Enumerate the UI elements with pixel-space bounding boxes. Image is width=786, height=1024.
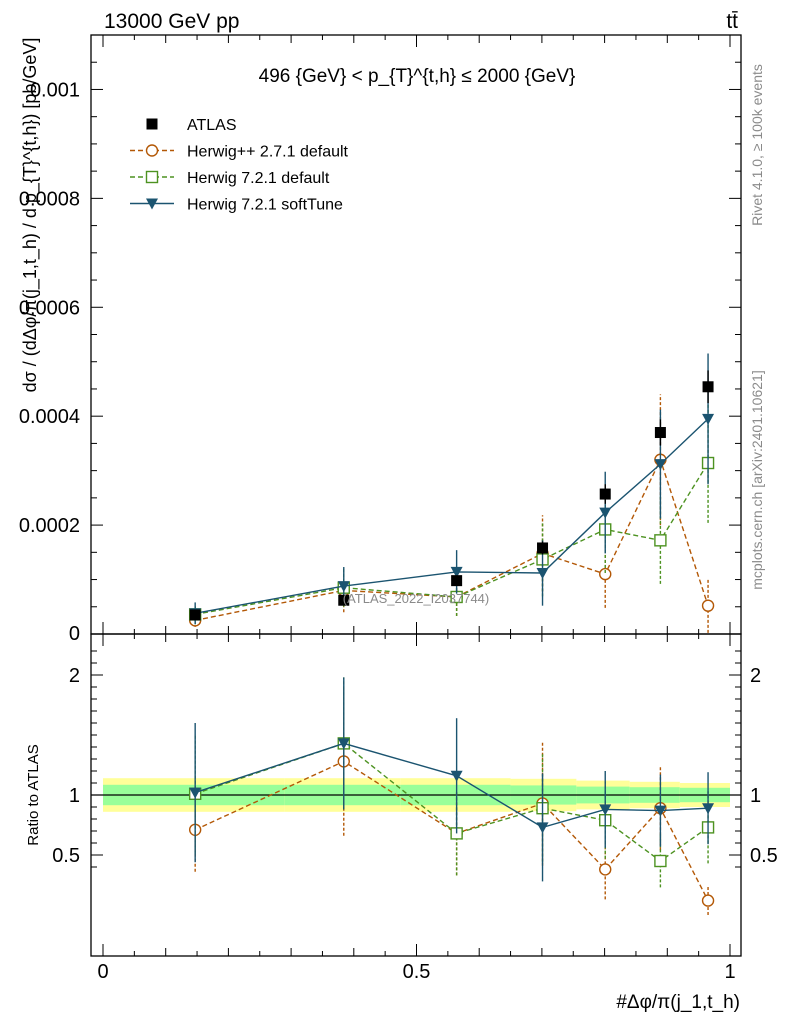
ratio-y-tick-label-right: 0.5 bbox=[750, 845, 778, 867]
ratio-plot-marks bbox=[188, 677, 715, 915]
mcplots-label: mcplots.cern.ch [arXiv:2401.10621] bbox=[749, 370, 765, 589]
y-tick-label: 0.0008 bbox=[19, 188, 80, 210]
ratio-point bbox=[536, 822, 549, 834]
x-axis-label: #Δφ/π(j_1,t_h) bbox=[616, 992, 740, 1013]
ratio-y-tick-label: 2 bbox=[69, 665, 80, 687]
x-tick-label: 0 bbox=[97, 961, 108, 983]
ratio-series-herwig-7-2-1-softtune bbox=[189, 677, 715, 882]
data-point bbox=[702, 381, 714, 393]
data-point bbox=[450, 566, 463, 578]
data-point bbox=[701, 599, 715, 612]
legend-entry: Herwig 7.2.1 default bbox=[130, 170, 330, 187]
data-point bbox=[654, 534, 667, 547]
data-point bbox=[599, 507, 612, 519]
data-point bbox=[702, 413, 715, 425]
data-point bbox=[536, 568, 549, 580]
ratio-point bbox=[654, 854, 667, 868]
data-point bbox=[337, 581, 350, 593]
ratio-point bbox=[701, 894, 715, 907]
main-plot-marks bbox=[188, 353, 715, 633]
legend-marker bbox=[145, 170, 159, 184]
y-tick-label: 0.0006 bbox=[19, 297, 80, 319]
legend-marker bbox=[145, 144, 159, 157]
legend-entry: Herwig++ 2.7.1 default bbox=[130, 144, 349, 161]
data-point bbox=[338, 594, 350, 606]
ratio-point bbox=[654, 805, 667, 817]
y-tick-label: 0.0004 bbox=[19, 406, 80, 428]
ratio-point bbox=[337, 738, 350, 750]
ratio-point bbox=[599, 804, 612, 816]
ratio-point bbox=[189, 787, 202, 799]
ratio-point bbox=[450, 770, 463, 782]
header-left: 13000 GeV pp bbox=[104, 10, 239, 33]
legend-label: Herwig 7.2.1 softTune bbox=[187, 197, 343, 214]
series-atlas bbox=[189, 370, 714, 621]
axis-ticks: 0 0.5 1 0 0.0002 0.0004 0.0006 0.0008 0.001 0.5 0.… bbox=[19, 34, 778, 983]
legend-entry: ATLAS bbox=[146, 117, 237, 134]
data-point bbox=[654, 459, 667, 471]
ratio-point bbox=[599, 863, 612, 876]
watermark: (ATLAS_2022_I2037744) bbox=[343, 591, 489, 606]
y-tick-label: 0.0002 bbox=[19, 515, 80, 537]
y-tick-label: 0.001 bbox=[30, 79, 80, 101]
legend-label: Herwig++ 2.7.1 default bbox=[187, 144, 349, 161]
header-right: tt̄ bbox=[726, 10, 738, 33]
data-point bbox=[599, 488, 611, 500]
ratio-point bbox=[702, 803, 715, 815]
x-tick-label: 0.5 bbox=[403, 961, 431, 983]
ratio-y-axis-label: Ratio to ATLAS bbox=[25, 744, 42, 845]
data-point bbox=[189, 609, 201, 621]
ratio-band bbox=[91, 778, 741, 812]
ratio-y-tick-label: 0.5 bbox=[52, 845, 80, 867]
data-point bbox=[599, 567, 612, 581]
legend: ATLAS Herwig++ 2.7.1 default Herwig 7.2.1 … bbox=[130, 117, 349, 214]
legend-entry: Herwig 7.2.1 softTune bbox=[130, 197, 343, 214]
ratio-y-tick-label-right: 2 bbox=[750, 665, 761, 687]
ratio-y-tick-label-right: 1 bbox=[750, 785, 761, 807]
data-point bbox=[537, 542, 549, 554]
legend-label: ATLAS bbox=[187, 117, 237, 134]
ratio-y-tick-label: 1 bbox=[69, 785, 80, 807]
data-point bbox=[451, 575, 463, 587]
legend-marker bbox=[146, 118, 158, 130]
y-axis-label: dσ / (dΔφ/π(j_1,t_h) / d p_{T}^{t,h}) [p… bbox=[20, 38, 41, 393]
chart-title: 496 {GeV} < p_{T}^{t,h} ≤ 2000 {GeV} bbox=[259, 66, 576, 87]
legend-label: Herwig 7.2.1 default bbox=[187, 170, 330, 187]
rivet-label: Rivet 4.1.0, ≥ 100k events bbox=[749, 64, 765, 226]
data-point bbox=[654, 427, 666, 439]
y-tick-label: 0 bbox=[69, 623, 80, 645]
x-tick-label: 1 bbox=[724, 961, 735, 983]
legend-marker bbox=[146, 198, 158, 210]
